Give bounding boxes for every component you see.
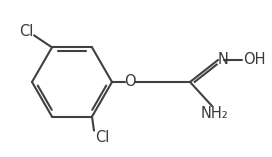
- Text: Cl: Cl: [19, 24, 33, 39]
- Text: OH: OH: [243, 52, 265, 68]
- Text: N: N: [218, 51, 228, 67]
- Text: Cl: Cl: [95, 130, 109, 145]
- Text: O: O: [124, 75, 136, 89]
- Text: NH₂: NH₂: [201, 106, 229, 122]
